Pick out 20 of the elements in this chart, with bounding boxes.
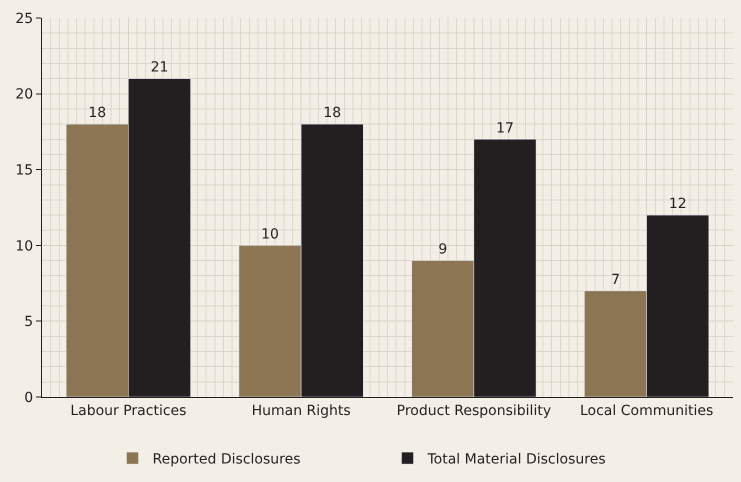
legend-label: Total Material Disclosures <box>426 452 606 468</box>
x-tick-label: Labour Practices <box>70 402 186 419</box>
x-tick-label: Local Communities <box>580 402 714 419</box>
x-tick-label: Product Responsibility <box>396 402 552 419</box>
data-label: 12 <box>668 196 687 212</box>
x-tick-label: Human Rights <box>252 402 351 419</box>
y-tick-label: 5 <box>24 314 34 330</box>
data-label: 18 <box>323 105 342 122</box>
data-label: 9 <box>438 242 448 258</box>
y-tick-label: 20 <box>15 86 34 103</box>
y-tick-label: 15 <box>15 162 34 178</box>
data-label: 7 <box>611 272 620 288</box>
legend-label: Reported Disclosures <box>152 452 300 468</box>
data-label: 18 <box>88 105 106 122</box>
data-label: 21 <box>150 60 168 76</box>
data-label: 10 <box>261 226 279 242</box>
y-tick-label: 25 <box>15 10 34 27</box>
y-tick-label: 10 <box>15 238 34 254</box>
y-tick-label: 0 <box>24 390 34 406</box>
data-label: 17 <box>496 120 514 136</box>
